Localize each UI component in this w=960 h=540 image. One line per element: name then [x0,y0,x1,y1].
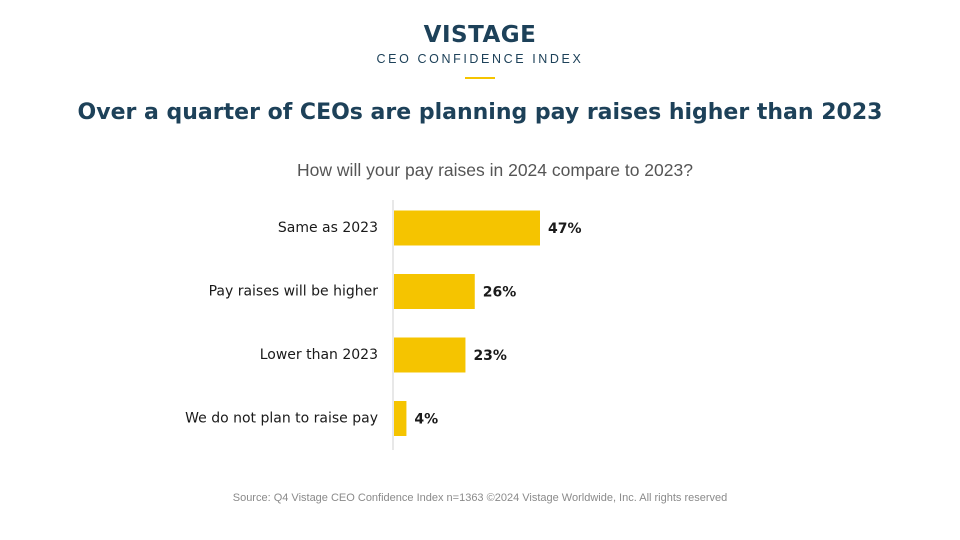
bar-4 [394,401,407,436]
brand-logo: VISTAGE [423,22,537,48]
bar-1 [394,210,540,246]
brand-accent-rule [465,77,495,79]
category-label-4: We do not plan to raise pay [185,411,378,427]
source-note: Source: Q4 Vistage CEO Confidence Index … [232,492,728,504]
bars-layer: Same as 2023 47% Pay raises will be higher… [185,210,582,436]
value-label-2: 26% [483,285,517,301]
bar-3 [394,337,466,373]
bar-2 [394,274,475,309]
brand-subtitle: CEO CONFIDENCE INDEX [376,52,584,66]
page-headline: Over a quarter of CEOs are planning pay … [77,100,883,125]
category-label-3: Lower than 2023 [260,347,378,363]
value-label-1: 47% [548,221,582,237]
category-label-2: Pay raises will be higher [209,284,379,300]
category-label-1: Same as 2023 [278,220,378,236]
chart-title: How will your pay raises in 2024 compare… [297,160,693,180]
value-label-4: 4% [414,412,438,428]
value-label-3: 23% [473,348,507,364]
